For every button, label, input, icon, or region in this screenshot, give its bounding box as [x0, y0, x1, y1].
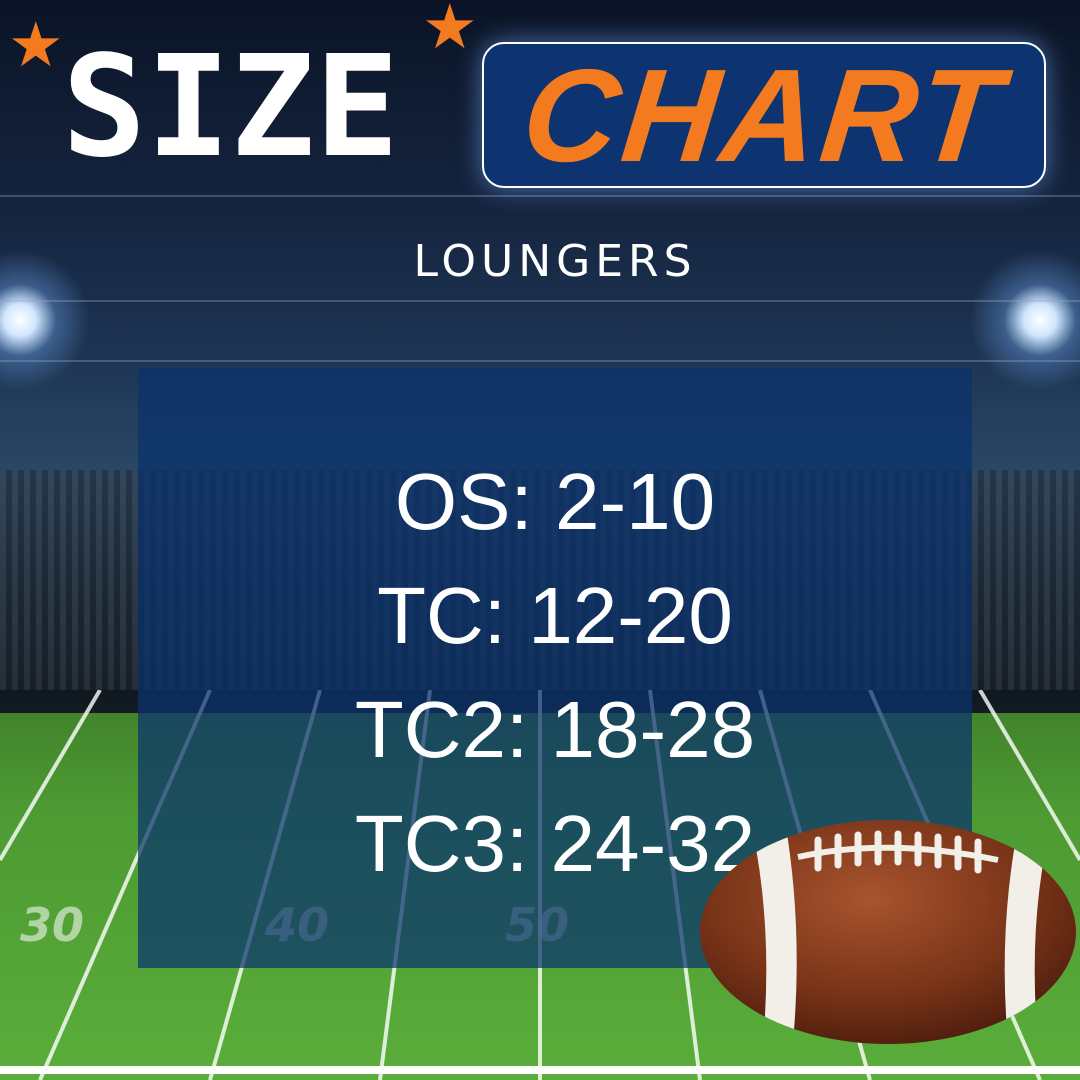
size-row: TC2: 18-28 [354, 685, 756, 774]
rafter [0, 300, 1080, 302]
football-icon [700, 820, 1076, 1044]
field-number: 30 [20, 898, 85, 952]
chart-banner: CHART [482, 41, 1046, 189]
size-row: TC3: 24-32 [354, 799, 756, 888]
star-icon: ★ [422, 0, 478, 63]
star-icon: ★ [8, 8, 64, 81]
rafter [0, 360, 1080, 362]
size-row: OS: 2-10 [394, 457, 716, 546]
title-chart: CHART [516, 41, 1012, 189]
rafter [0, 195, 1080, 197]
title-size: SIZE [62, 26, 400, 189]
size-row: TC: 12-20 [377, 571, 733, 660]
subtitle: LOUNGERS [413, 236, 697, 287]
